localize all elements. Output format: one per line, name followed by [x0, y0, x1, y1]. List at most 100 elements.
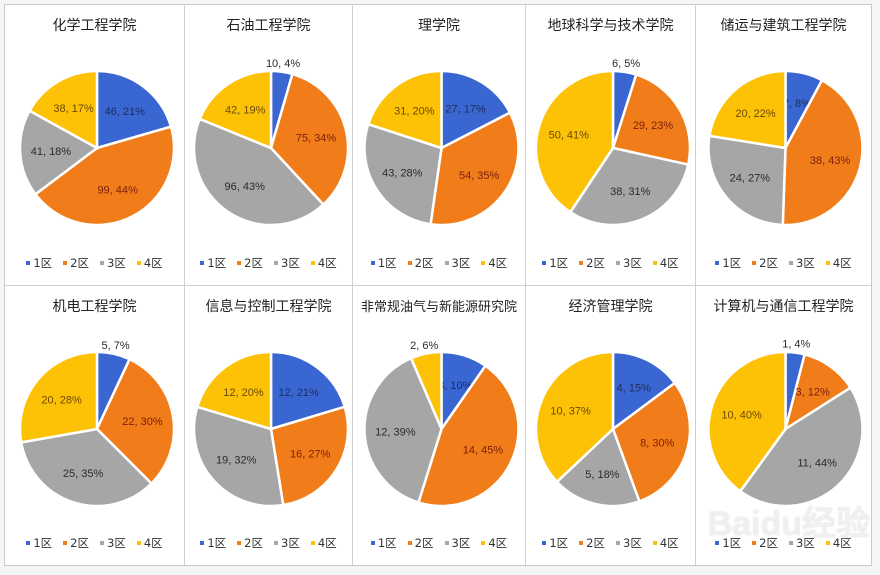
pie-slice-1: [611, 350, 677, 432]
legend-swatch-icon: [444, 261, 449, 265]
data-label: 10, 37%: [550, 406, 591, 418]
data-label: 11, 44%: [797, 458, 837, 470]
legend-label: 1区: [722, 256, 742, 270]
chart-title: 计算机与通信工程学院: [713, 299, 854, 315]
data-label: 12, 39%: [375, 426, 416, 438]
data-label: 4, 15%: [617, 383, 651, 395]
legend-label: 2区: [586, 536, 605, 550]
chart-legend: 1区 2区 3区 4区: [185, 535, 352, 551]
pie-slice-1: [440, 69, 512, 151]
data-label: 43, 28%: [382, 167, 423, 179]
legend-label: 4区: [488, 536, 508, 550]
legend-label: 1区: [33, 256, 53, 270]
pie-chart: 10, 4% 75, 34% 96, 43% 42, 19%: [192, 58, 350, 227]
legend-swatch-icon: [200, 261, 205, 265]
legend-item: 3区: [274, 255, 300, 271]
legend-label: 3区: [281, 256, 300, 270]
legend-item: 2区: [63, 255, 89, 271]
data-label: 27, 17%: [445, 104, 486, 116]
legend-label: 3区: [107, 256, 126, 270]
pie-slice-3: [192, 405, 285, 508]
legend-swatch-icon: [825, 261, 830, 265]
chart-panel: 经济管理学院 4, 15% 8, 30% 5, 18% 10, 37% 1区 2区 3区 4…: [526, 286, 696, 565]
legend-item: 3区: [444, 535, 470, 551]
data-label: 6, 5%: [612, 58, 640, 70]
pie-slice-3: [568, 146, 690, 227]
legend-item: 3区: [274, 535, 300, 551]
pie-chart: 12, 21% 16, 27% 19, 32% 12, 20%: [192, 350, 350, 508]
data-label: 31, 20%: [394, 106, 435, 118]
chart-legend: 1区 2区 3区 4区: [5, 255, 184, 271]
legend-item: 2区: [752, 255, 778, 271]
legend-label: 2区: [70, 536, 89, 550]
legend-item: 2区: [407, 255, 434, 271]
data-label: 75, 34%: [296, 132, 337, 144]
pie-slice-2: [95, 357, 176, 486]
data-label: 2, 6%: [410, 340, 438, 352]
chart-title: 经济管理学院: [568, 299, 653, 315]
legend-swatch-icon: [200, 541, 205, 545]
legend-item: 3区: [100, 255, 126, 271]
data-label: 3, 10%: [438, 380, 472, 392]
pie-slice-3: [707, 134, 787, 227]
legend-item: 3区: [616, 255, 642, 271]
data-label: 41, 18%: [31, 146, 72, 158]
pie-chart: 3, 10% 14, 45% 12, 39% 2, 6%: [363, 340, 520, 508]
chart-panel: 非常规油气与新能源研究院 3, 10% 14, 45% 12, 39% 2, 6% 1…: [353, 286, 526, 565]
legend-swatch-icon: [310, 261, 315, 265]
legend-item: 1区: [370, 255, 397, 271]
chart-title: 信息与控制工程学院: [205, 299, 332, 315]
legend-label: 3区: [796, 536, 815, 550]
legend-swatch-icon: [789, 261, 793, 265]
data-label: 20, 22%: [735, 108, 776, 120]
legend-swatch-icon: [752, 541, 757, 545]
legend-label: 3区: [623, 256, 642, 270]
legend-item: 1区: [542, 535, 568, 551]
data-label: 5, 7%: [102, 340, 130, 352]
legend-label: 4区: [317, 536, 337, 550]
data-label: 22, 30%: [122, 416, 163, 428]
chart-panel: 化学工程学院 46, 21% 99, 44% 41, 18% 38, 17% 1区 2区…: [5, 5, 185, 286]
legend-label: 3区: [451, 256, 471, 270]
data-label: 3, 12%: [796, 387, 830, 399]
data-label: 46, 21%: [105, 106, 146, 118]
legend-label: 2区: [759, 256, 778, 270]
pie-chart: 7, 8% 38, 43% 24, 27% 20, 22%: [707, 69, 864, 227]
legend-item: 4区: [825, 535, 852, 551]
pie-chart: 4, 15% 8, 30% 5, 18% 10, 37%: [534, 350, 692, 508]
charts-grid: 化学工程学院 46, 21% 99, 44% 41, 18% 38, 17% 1区 2区…: [4, 4, 872, 566]
chart-panel: 机电工程学院 5, 7% 22, 30% 25, 35% 20, 28% 1区 2区 3区…: [5, 286, 185, 565]
legend-item: 3区: [789, 255, 815, 271]
pie-chart: 27, 17% 54, 35% 43, 28% 31, 20%: [363, 69, 520, 227]
legend-swatch-icon: [274, 261, 278, 265]
legend-label: 4区: [832, 536, 852, 550]
data-label: 5, 18%: [585, 469, 619, 481]
chart-legend: 1区 2区 3区 4区: [185, 255, 352, 271]
pie-slice-1: [269, 350, 347, 431]
legend-item: 2区: [237, 255, 263, 271]
data-label: 38, 31%: [610, 186, 651, 198]
chart-title: 石油工程学院: [226, 18, 311, 34]
legend-item: 3区: [100, 535, 126, 551]
chart-title: 机电工程学院: [52, 299, 137, 315]
legend-label: 2区: [586, 256, 605, 270]
legend-item: 3区: [444, 255, 471, 271]
data-label: 10, 40%: [721, 410, 762, 422]
legend-swatch-icon: [274, 541, 278, 545]
legend-item: 2区: [752, 535, 778, 551]
chart-legend: 1区 2区 3区 4区: [696, 535, 871, 551]
legend-label: 2区: [244, 256, 263, 270]
chart-panel: 石油工程学院 10, 4% 75, 34% 96, 43% 42, 19% 1区 2区 3…: [185, 5, 353, 286]
chart-legend: 1区 2区 3区 4区: [526, 255, 695, 271]
legend-swatch-icon: [63, 541, 68, 545]
legend-item: 3区: [789, 535, 815, 551]
legend-label: 1区: [33, 536, 53, 550]
legend-item: 4区: [481, 535, 507, 551]
legend-item: 1区: [715, 535, 741, 551]
legend-item: 1区: [542, 255, 568, 271]
legend-swatch-icon: [444, 541, 449, 545]
legend-item: 1区: [26, 535, 52, 551]
data-label: 20, 28%: [41, 394, 82, 406]
legend-swatch-icon: [481, 261, 486, 265]
chart-title: 储运与建筑工程学院: [720, 18, 847, 34]
